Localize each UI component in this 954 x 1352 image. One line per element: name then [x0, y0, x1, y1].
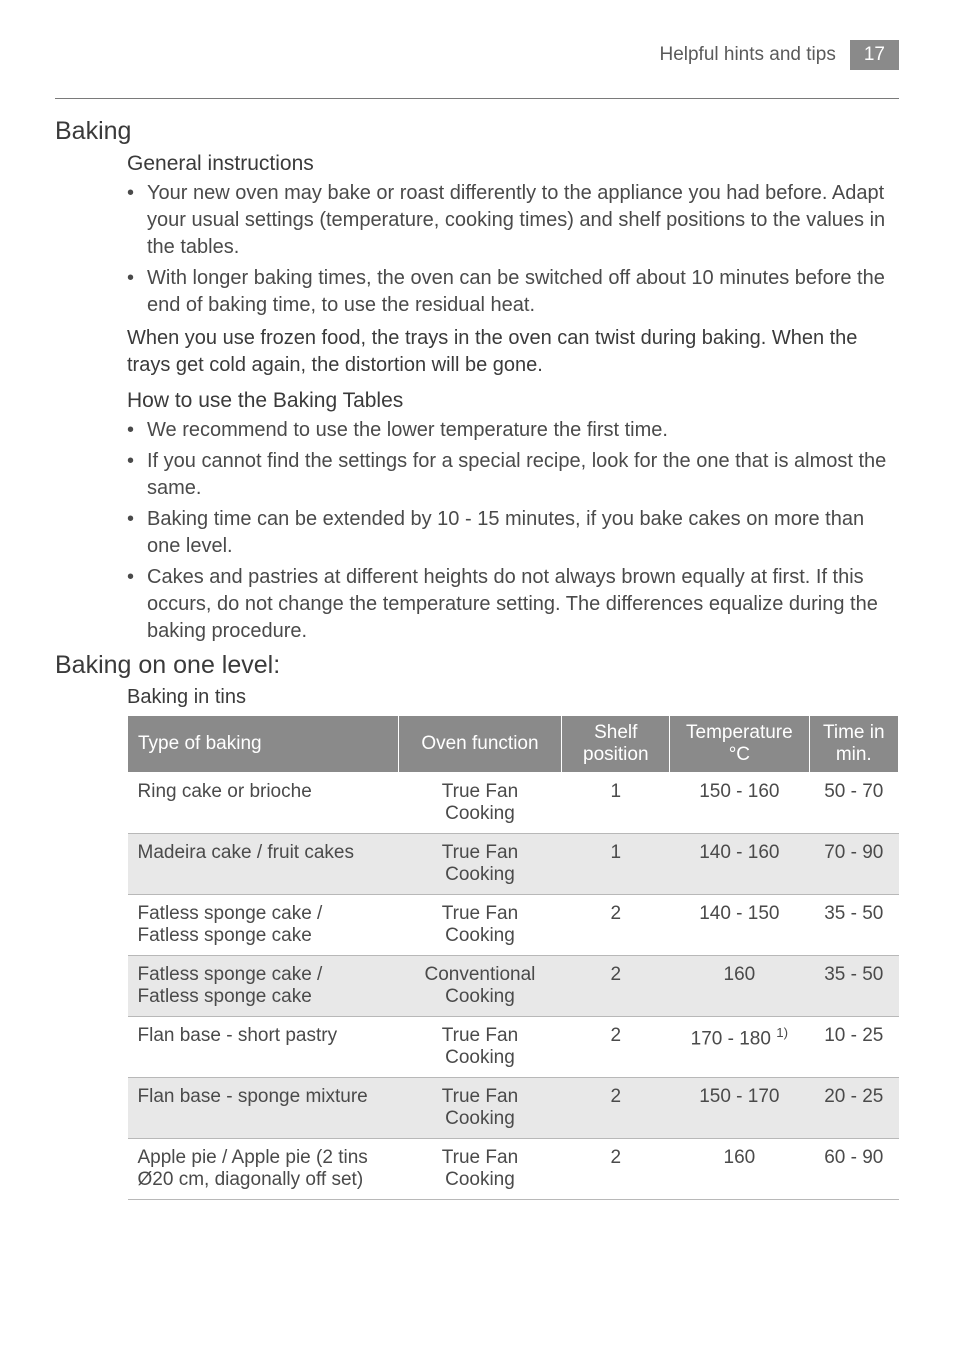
baking-table: Type of baking Oven function Shelf posit… [127, 715, 899, 1200]
cell-type: Fatless sponge cake / Fatless sponge cak… [128, 895, 399, 956]
table-row: Fatless sponge cake / Fatless sponge cak… [128, 956, 899, 1017]
baking-heading: Baking [55, 117, 899, 146]
col-type: Type of baking [128, 716, 399, 773]
frozen-food-note: When you use frozen food, the trays in t… [127, 325, 899, 379]
col-function: Oven function [398, 716, 562, 773]
list-item: With longer baking times, the oven can b… [127, 265, 899, 319]
table-row: Flan base - sponge mixture True Fan Cook… [128, 1078, 899, 1139]
table-row: Apple pie / Apple pie (2 tins Ø20 cm, di… [128, 1139, 899, 1200]
table-row: Fatless sponge cake / Fatless sponge cak… [128, 895, 899, 956]
cell-shelf: 2 [562, 956, 670, 1017]
list-item: Baking time can be extended by 10 - 15 m… [127, 506, 899, 560]
list-item: Cakes and pastries at different heights … [127, 564, 899, 645]
one-level-body: Baking in tins Type of baking Oven funct… [55, 686, 899, 1200]
cell-func: True Fan Cooking [398, 1017, 562, 1078]
cell-type: Madeira cake / fruit cakes [128, 834, 399, 895]
cell-temp: 140 - 160 [670, 834, 809, 895]
table-row: Flan base - short pastry True Fan Cookin… [128, 1017, 899, 1078]
header-section-label: Helpful hints and tips [659, 44, 835, 66]
cell-func: True Fan Cooking [398, 1139, 562, 1200]
one-level-heading: Baking on one level: [55, 651, 899, 680]
cell-temp: 150 - 160 [670, 773, 809, 834]
cell-time: 70 - 90 [809, 834, 898, 895]
table-row: Ring cake or brioche True Fan Cooking 1 … [128, 773, 899, 834]
page-content: Helpful hints and tips 17 Baking General… [0, 0, 954, 1240]
cell-temp: 170 - 180 1) [670, 1017, 809, 1078]
cell-time: 35 - 50 [809, 956, 898, 1017]
cell-time: 35 - 50 [809, 895, 898, 956]
cell-type: Flan base - sponge mixture [128, 1078, 399, 1139]
cell-func: True Fan Cooking [398, 895, 562, 956]
cell-type: Flan base - short pastry [128, 1017, 399, 1078]
howto-heading: How to use the Baking Tables [127, 389, 899, 413]
table-body: Ring cake or brioche True Fan Cooking 1 … [128, 773, 899, 1200]
cell-temp: 150 - 170 [670, 1078, 809, 1139]
cell-shelf: 1 [562, 773, 670, 834]
cell-temp: 160 [670, 1139, 809, 1200]
cell-type: Ring cake or brioche [128, 773, 399, 834]
cell-func: True Fan Cooking [398, 1078, 562, 1139]
cell-shelf: 2 [562, 1078, 670, 1139]
cell-temp: 140 - 150 [670, 895, 809, 956]
cell-type: Apple pie / Apple pie (2 tins Ø20 cm, di… [128, 1139, 399, 1200]
cell-shelf: 2 [562, 895, 670, 956]
cell-time: 60 - 90 [809, 1139, 898, 1200]
cell-temp: 160 [670, 956, 809, 1017]
col-time: Time in min. [809, 716, 898, 773]
general-instructions-heading: General instructions [127, 152, 899, 176]
table-header-row: Type of baking Oven function Shelf posit… [128, 716, 899, 773]
cell-shelf: 1 [562, 834, 670, 895]
header-divider [55, 98, 899, 99]
page-number-badge: 17 [850, 40, 899, 70]
baking-body: General instructions Your new oven may b… [55, 152, 899, 645]
list-item: We recommend to use the lower temperatur… [127, 417, 899, 444]
cell-type: Fatless sponge cake / Fatless sponge cak… [128, 956, 399, 1017]
general-instructions-list: Your new oven may bake or roast differen… [127, 180, 899, 319]
howto-list: We recommend to use the lower temperatur… [127, 417, 899, 645]
running-header: Helpful hints and tips 17 [55, 40, 899, 70]
cell-func: True Fan Cooking [398, 773, 562, 834]
list-item: If you cannot find the settings for a sp… [127, 448, 899, 502]
table-row: Madeira cake / fruit cakes True Fan Cook… [128, 834, 899, 895]
cell-func: Conventional Cooking [398, 956, 562, 1017]
col-shelf: Shelf position [562, 716, 670, 773]
cell-time: 10 - 25 [809, 1017, 898, 1078]
table-caption: Baking in tins [127, 686, 899, 709]
list-item: Your new oven may bake or roast differen… [127, 180, 899, 261]
cell-time: 20 - 25 [809, 1078, 898, 1139]
cell-shelf: 2 [562, 1139, 670, 1200]
cell-shelf: 2 [562, 1017, 670, 1078]
cell-time: 50 - 70 [809, 773, 898, 834]
col-temp: Temperature °C [670, 716, 809, 773]
cell-func: True Fan Cooking [398, 834, 562, 895]
